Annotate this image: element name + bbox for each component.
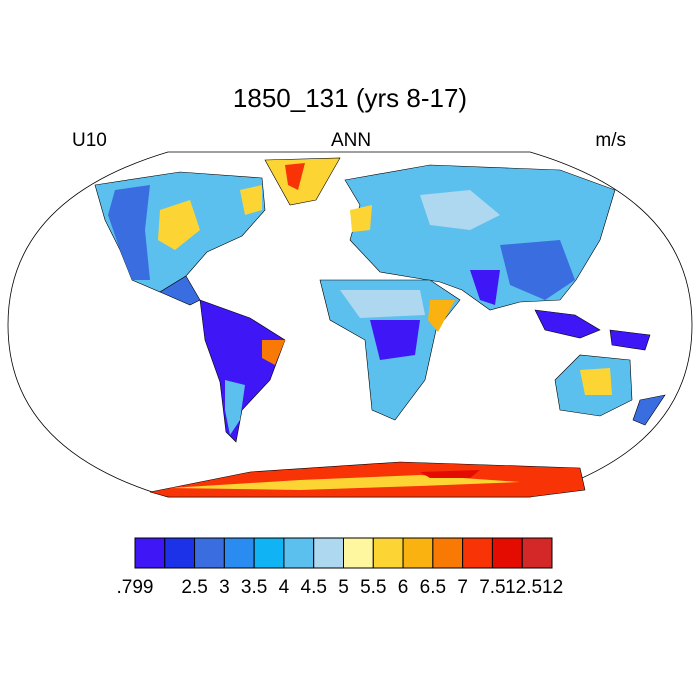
region (262, 340, 285, 365)
region (350, 205, 372, 232)
right-string: m/s (595, 130, 626, 151)
colorbar-box (194, 537, 225, 569)
region (420, 190, 500, 230)
south-america (199, 299, 286, 443)
colorbar-label: 3.5 (241, 577, 267, 598)
colorbar-box (253, 537, 285, 569)
colorbar-box (521, 537, 553, 569)
colorbar-label: 12.512 (505, 577, 563, 598)
region (170, 475, 520, 490)
region (158, 200, 200, 250)
colorbar-label: 4 (279, 577, 290, 598)
colorbar-label: 3 (219, 577, 230, 598)
colorbar-label: 5 (338, 577, 349, 598)
colorbar-label: 5.5 (360, 577, 386, 598)
colorbar-box (402, 537, 434, 569)
colorbar-box (164, 537, 196, 569)
region (370, 320, 420, 360)
colorbar-box (313, 537, 345, 569)
colorbar-label: 7.5 (479, 577, 505, 598)
colorbar-box (283, 537, 315, 569)
greenland (264, 157, 341, 206)
region (285, 163, 305, 190)
colorbar-box (134, 537, 166, 569)
new-zealand (632, 394, 666, 426)
colorbar-label: 2.5 (181, 577, 207, 598)
colorbar-label: 4.5 (301, 577, 327, 598)
colorbar-box (491, 537, 523, 569)
region (420, 470, 480, 478)
region (580, 368, 612, 395)
region (428, 300, 455, 332)
region (470, 270, 500, 305)
center-string: ANN (331, 130, 371, 151)
colorbar-box (432, 537, 464, 569)
colorbar-box (372, 537, 404, 569)
new-guinea (609, 329, 651, 351)
region (108, 185, 150, 280)
colorbar-box (223, 537, 255, 569)
colorbar-box (343, 537, 374, 569)
map (7, 151, 693, 498)
colorbar-label: .799 (117, 577, 154, 598)
region (225, 380, 245, 435)
region (500, 240, 575, 300)
colorbar-label: 6 (398, 577, 409, 598)
colorbar-label: 7 (457, 577, 468, 598)
colorbar-label: 6.5 (420, 577, 446, 598)
region (240, 185, 262, 215)
map-title: 1850_131 (yrs 8-17) (233, 83, 467, 113)
colorbar: .799 2.5 3 3.5 4 4.5 5 5.5 6 6.5 7 7.5 12.512 (117, 537, 563, 598)
indonesia (534, 309, 601, 339)
region (340, 290, 425, 318)
left-string: U10 (72, 130, 107, 151)
colorbar-box (462, 537, 493, 569)
